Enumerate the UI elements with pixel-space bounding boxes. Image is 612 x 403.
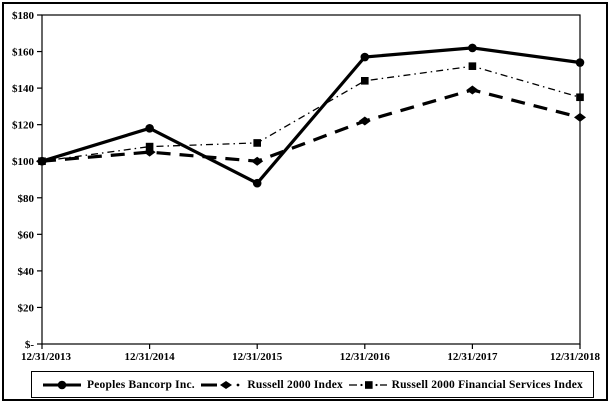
- data-point-peoples-bancorp-inc: [145, 124, 154, 133]
- data-point-russell-2000-financial-services-index: [468, 62, 477, 70]
- legend-label-peoples-bancorp: Peoples Bancorp Inc.: [87, 378, 195, 391]
- data-point-russell-2000-index: [466, 85, 479, 95]
- data-point-russell-2000-financial-services-index: [361, 77, 369, 85]
- series-line-peoples-bancorp-inc: [41, 46, 581, 186]
- y-axis-label: $160: [12, 47, 35, 59]
- y-axis-label: $80: [18, 193, 35, 205]
- y-axis-label: $-: [25, 339, 35, 351]
- x-axis-label: 12/31/2014: [125, 351, 176, 363]
- x-axis-label: 12/31/2013: [21, 351, 72, 363]
- y-axis-label: $140: [12, 83, 35, 95]
- x-axis-label: 12/31/2016: [340, 351, 391, 363]
- dashed-line-diamond-marker-icon: [201, 380, 240, 389]
- data-point-russell-2000-financial-services-index: [576, 93, 584, 102]
- x-axis-label: 12/31/2015: [232, 351, 283, 363]
- data-point-russell-2000-index: [143, 147, 156, 157]
- y-axis-label: $180: [12, 10, 35, 22]
- y-axis-label: $100: [12, 156, 35, 168]
- legend-item-russell-2000-financial: Russell 2000 Financial Services Index: [348, 378, 583, 391]
- series-line-russell-2000-index: [41, 88, 581, 163]
- data-point-russell-2000-financial-services-index: [253, 139, 261, 147]
- legend-item-peoples-bancorp: Peoples Bancorp Inc.: [42, 379, 195, 391]
- dashdot-line-square-marker-icon: [348, 380, 387, 389]
- legend-item-russell-2000: Russell 2000 Index: [200, 379, 343, 391]
- data-point-russell-2000-financial-services-index: [145, 142, 154, 151]
- series-line-russell-2000-financial-services-index: [41, 65, 581, 162]
- data-point-russell-2000-index: [251, 156, 264, 166]
- x-axis-label: 12/31/2018: [550, 351, 601, 363]
- y-axis-label: $20: [18, 302, 35, 314]
- solid-line-circle-marker-icon: [43, 380, 81, 389]
- x-axis-label: 12/31/2017: [447, 351, 498, 363]
- legend-label-russell-2000-financial: Russell 2000 Financial Services Index: [391, 378, 583, 391]
- data-point-peoples-bancorp-inc: [252, 178, 262, 188]
- legend: Peoples Bancorp Inc. Russell 2000 Index …: [31, 371, 594, 398]
- data-point-peoples-bancorp-inc: [575, 58, 585, 67]
- y-axis-label: $40: [18, 266, 35, 278]
- data-point-russell-2000-index: [358, 116, 371, 126]
- data-point-peoples-bancorp-inc: [360, 52, 370, 62]
- data-point-russell-2000-index: [574, 112, 586, 122]
- legend-label-russell-2000: Russell 2000 Index: [247, 378, 344, 391]
- y-axis-label: $60: [18, 229, 35, 241]
- data-point-peoples-bancorp-inc: [37, 156, 47, 166]
- plot-area-border: [41, 14, 581, 345]
- y-axis-label: $120: [12, 120, 35, 132]
- data-point-peoples-bancorp-inc: [468, 43, 477, 53]
